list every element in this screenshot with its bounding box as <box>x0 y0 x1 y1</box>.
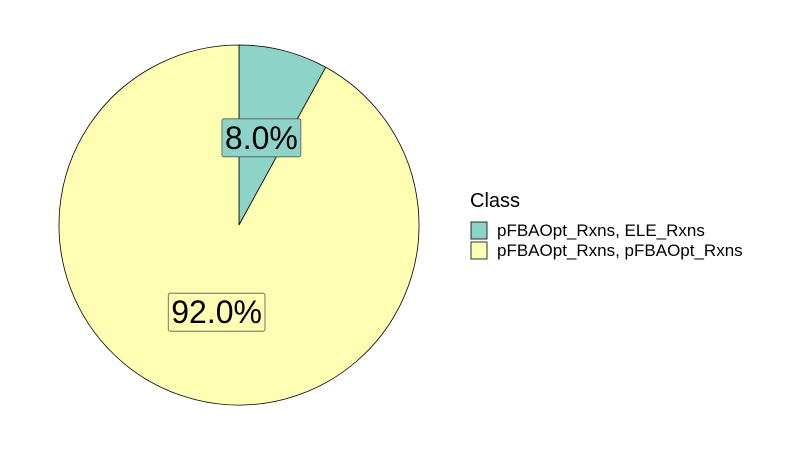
slice-label-box <box>221 118 302 158</box>
slice-labels: 8.0% 92.0% <box>167 118 302 332</box>
legend: Class pFBAOpt_Rxns, ELE_RxnspFBAOpt_Rxns… <box>470 190 743 260</box>
legend-key-2 <box>470 241 488 260</box>
legend-label-1: pFBAOpt_Rxns, ELE_Rxns <box>497 221 705 240</box>
legend-key-1 <box>470 221 488 240</box>
pie-slices <box>58 44 420 406</box>
legend-title: Class <box>470 190 520 212</box>
slice-label-text: 8.0% <box>225 120 298 156</box>
slice-label-box <box>167 292 266 332</box>
pie-slice-2 <box>58 44 420 406</box>
slice-label-2: 92.0% <box>167 292 266 332</box>
slice-label-text: 92.0% <box>171 294 262 330</box>
slice-label-1: 8.0% <box>221 118 302 158</box>
legend-label-2: pFBAOpt_Rxns, pFBAOpt_Rxns <box>497 241 743 260</box>
